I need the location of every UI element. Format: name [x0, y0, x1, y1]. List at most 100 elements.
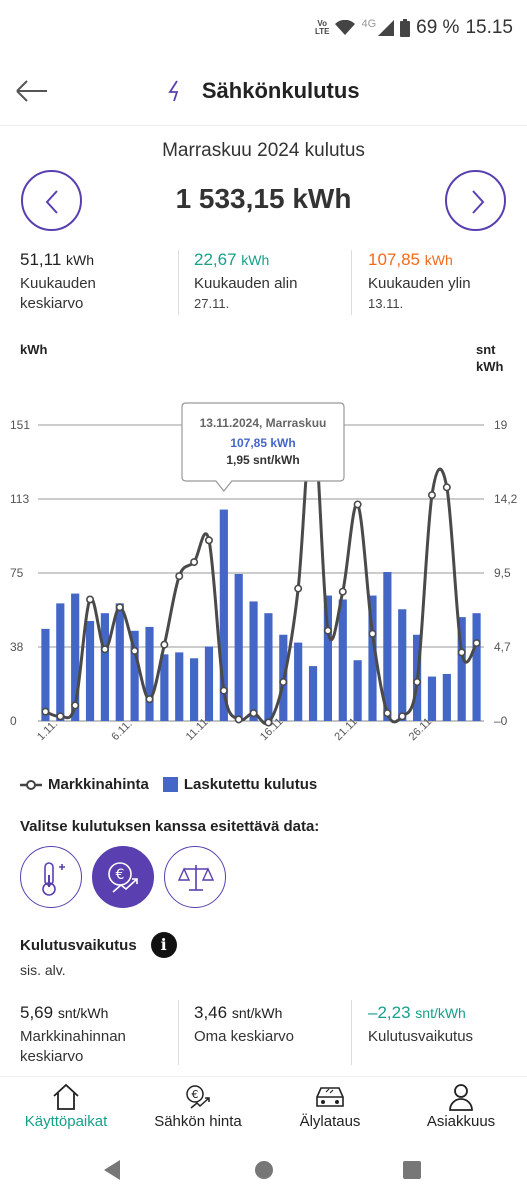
- consumption-bar: [308, 666, 318, 721]
- price-point: [41, 707, 50, 716]
- market-price-line: [44, 415, 478, 726]
- back-arrow-icon[interactable]: [14, 76, 50, 106]
- system-home-icon[interactable]: [255, 1161, 273, 1179]
- price-point: [413, 678, 422, 687]
- price-point: [279, 678, 288, 687]
- legend-item-price[interactable]: Markkinahinta: [20, 776, 149, 793]
- euro-trend-icon: €: [108, 862, 138, 893]
- nav-item-kayttopaikat[interactable]: Käyttöpaikat: [1, 1083, 131, 1130]
- balance-option-button[interactable]: [164, 846, 226, 908]
- stat-market-average: 5,69 snt/kWh Markkinahinnan keskiarvo: [20, 1003, 126, 1069]
- consumption-chart[interactable]: 151 113 75 38 0 19 14,2 9,5 4,7 –0 1.11. 6.11. 11.11…: [0, 395, 527, 770]
- nav-item-asiakkuus[interactable]: Asiakkuus: [396, 1083, 526, 1130]
- price-point: [130, 646, 139, 655]
- consumption-bar: [130, 630, 139, 721]
- month-stats: 51,11 kWh Kuukauden keskiarvo 22,67 kWh K…: [0, 250, 527, 320]
- price-point: [264, 718, 273, 727]
- nav-label: Älylataus: [299, 1113, 361, 1130]
- battery-icon: [400, 19, 411, 37]
- consumption-bar: [175, 652, 184, 721]
- chevron-left-icon: [45, 190, 58, 214]
- consumption-bar: [398, 609, 407, 721]
- price-point: [219, 686, 228, 695]
- network-type: 4G: [361, 18, 377, 30]
- stat-consumption-impact: –2,23 snt/kWh Kulutusvaikutus: [368, 1003, 473, 1069]
- volte-indicator: Vo LTE: [314, 19, 330, 36]
- consumption-bar: [472, 613, 481, 721]
- page-title: Sähkönkulutus: [201, 78, 360, 103]
- consumption-bar: [338, 599, 347, 721]
- right-tick-label: –0: [494, 714, 508, 728]
- consumption-bar: [85, 621, 95, 721]
- price-point: [145, 695, 154, 704]
- price-point: [323, 626, 332, 635]
- right-tick-label: 19: [494, 418, 508, 432]
- system-back-icon[interactable]: [104, 1160, 120, 1180]
- price-point: [442, 483, 451, 492]
- next-month-button[interactable]: [445, 170, 506, 231]
- month-total: 1 533,15 kWh: [175, 183, 352, 214]
- stat-maximum: 107,85 kWh Kuukauden ylin 13.11.: [368, 250, 471, 316]
- stat-label: Kuukauden keskiarvo: [20, 275, 96, 312]
- consumption-bar: [264, 613, 273, 721]
- wifi-icon: [335, 20, 356, 35]
- stat-average: 51,11 kWh Kuukauden keskiarvo: [20, 250, 96, 316]
- impact-title-row: Kulutusvaikutus i: [20, 932, 177, 958]
- nav-item-alylataus[interactable]: Älylataus: [265, 1083, 395, 1130]
- x-tick-label: 26.11.: [407, 714, 437, 744]
- nav-label: Käyttöpaikat: [24, 1113, 108, 1130]
- price-point: [56, 712, 65, 721]
- left-axis-unit: kWh: [20, 342, 48, 357]
- nav-item-sahkon-hinta[interactable]: € Sähkön hinta: [133, 1083, 263, 1130]
- app-bar: Sähkönkulutus: [0, 58, 527, 126]
- previous-month-button[interactable]: [21, 170, 82, 231]
- consumption-bar: [190, 658, 199, 721]
- legend-item-consumption[interactable]: Laskutettu kulutus: [162, 776, 318, 793]
- consumption-bar: [457, 617, 466, 721]
- month-label: Marraskuu 2024 kulutus: [162, 140, 365, 161]
- consumption-bar: [294, 642, 303, 721]
- consumption-bar: [204, 646, 214, 721]
- consumption-bar: [353, 660, 362, 721]
- stat-label: Kulutusvaikutus: [368, 1028, 474, 1045]
- price-point: [457, 648, 466, 657]
- bottom-navigation: Käyttöpaikat € Sähkön hinta Älylataus As…: [0, 1076, 527, 1144]
- consumption-bar: [219, 509, 228, 721]
- home-icon: [53, 1083, 79, 1110]
- price-point: [427, 491, 436, 500]
- left-tick-label: 151: [10, 418, 30, 432]
- consumption-bar: [234, 573, 243, 721]
- consumption-bar: [41, 628, 50, 721]
- price-point: [338, 587, 347, 596]
- svg-text:€: €: [192, 1088, 199, 1101]
- price-point: [249, 709, 258, 718]
- clock: 15.15: [465, 17, 513, 38]
- info-icon[interactable]: i: [150, 932, 177, 958]
- nav-label: Sähkön hinta: [154, 1113, 242, 1130]
- price-point: [398, 712, 407, 721]
- right-axis-unit: snt kWh: [476, 342, 504, 374]
- price-point: [234, 715, 243, 724]
- market-price-option-button[interactable]: €: [92, 846, 154, 908]
- legend-consumption-label: Laskutettu kulutus: [183, 776, 318, 793]
- stat-value: 22,67 kWh: [194, 250, 270, 269]
- impact-title: Kulutusvaikutus: [20, 936, 137, 954]
- euro-trend-icon: €: [186, 1085, 210, 1109]
- consumption-bar: [145, 626, 154, 721]
- impact-stats: 5,69 snt/kWh Markkinahinnan keskiarvo 3,4…: [0, 1003, 527, 1073]
- lightning-icon: [168, 80, 179, 102]
- thermometer-plus-icon: [42, 862, 65, 896]
- x-tick-label: 1.11.: [35, 718, 60, 743]
- temperature-option-button[interactable]: [20, 846, 82, 908]
- signal-icon: [378, 20, 395, 36]
- stat-value: 5,69 snt/kWh: [20, 1003, 109, 1022]
- system-recents-icon[interactable]: [403, 1161, 421, 1179]
- consumption-bar: [115, 603, 124, 721]
- price-point: [115, 603, 124, 612]
- consumption-bar: [323, 595, 332, 721]
- price-point: [100, 645, 109, 654]
- consumption-bar: [427, 676, 437, 721]
- line-marker-icon: [20, 779, 42, 790]
- left-tick-label: 75: [10, 566, 24, 580]
- stat-value: –2,23 snt/kWh: [368, 1003, 466, 1022]
